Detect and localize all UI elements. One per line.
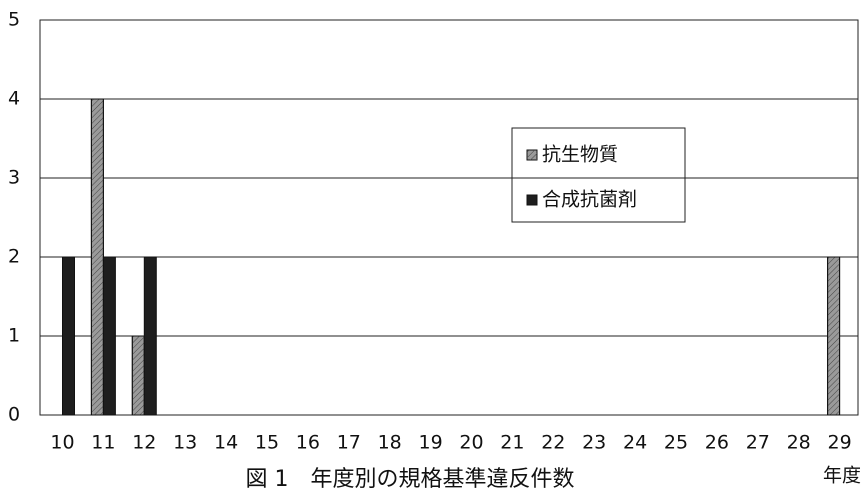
- legend-swatch: [526, 194, 538, 206]
- y-tick-label: 1: [8, 325, 20, 347]
- x-tick-label: 16: [296, 432, 320, 454]
- bar: [102, 256, 116, 416]
- legend-label: 合成抗菌剤: [542, 189, 637, 211]
- x-tick-label: 12: [132, 432, 156, 454]
- x-tick-label: 23: [582, 432, 606, 454]
- bar: [61, 256, 75, 416]
- y-tick-label: 3: [8, 167, 20, 189]
- x-tick-label: 19: [419, 432, 443, 454]
- x-tick-label: 22: [541, 432, 565, 454]
- legend: [511, 127, 686, 223]
- x-tick-label: 24: [623, 432, 647, 454]
- chart-title: 図 1 年度別の規格基準違反件数: [246, 467, 575, 490]
- y-tick-label: 2: [8, 246, 20, 268]
- x-tick-label: 28: [787, 432, 811, 454]
- x-tick-label: 26: [705, 432, 729, 454]
- bar: [143, 256, 157, 416]
- x-tick-label: 20: [459, 432, 483, 454]
- y-tick-label: 0: [8, 404, 20, 426]
- plot-frame: [39, 19, 859, 416]
- x-axis-label: 年度: [823, 465, 861, 487]
- y-tick-label: 4: [8, 88, 20, 110]
- x-tick-label: 18: [378, 432, 402, 454]
- x-tick-label: 11: [91, 432, 115, 454]
- bar: [90, 98, 104, 416]
- bar: [131, 335, 145, 416]
- x-tick-label: 15: [255, 432, 279, 454]
- x-tick-label: 17: [337, 432, 361, 454]
- x-tick-label: 10: [50, 432, 74, 454]
- legend-swatch-hatch: [527, 150, 537, 160]
- x-tick-label: 25: [664, 432, 688, 454]
- y-tick-label: 5: [8, 9, 20, 31]
- x-tick-label: 27: [746, 432, 770, 454]
- x-tick-label: 13: [173, 432, 197, 454]
- x-tick-label: 14: [214, 432, 238, 454]
- bar: [827, 256, 841, 416]
- x-tick-label: 29: [828, 432, 852, 454]
- legend-label: 抗生物質: [542, 144, 618, 166]
- x-tick-label: 21: [500, 432, 524, 454]
